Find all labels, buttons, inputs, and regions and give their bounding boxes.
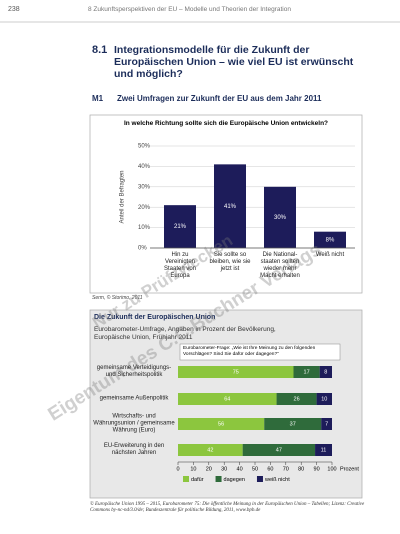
bar-segment (264, 418, 322, 430)
running-head: 8 Zukunftsperspektiven der EU – Modelle … (88, 6, 291, 13)
y-tick-label: 20% (138, 205, 151, 211)
value-label: 17 (304, 369, 310, 375)
x-tick-label: 50 (252, 466, 258, 472)
x-tick-label: 10 (190, 466, 196, 472)
x-tick-label: 40 (237, 466, 243, 472)
x-tick-label: 60 (267, 466, 273, 472)
y-tick-label: 50% (138, 144, 151, 150)
chart-source: Serm, © Storimo, 2011 (92, 295, 143, 301)
bar-segment (178, 418, 265, 430)
x-tick-label: Weiß nicht (315, 252, 345, 258)
x-tick-label: Sie sollte so bleiben, wie sie jetzt ist (209, 252, 251, 272)
x-tick-label: 0 (176, 466, 179, 472)
bar-segment (315, 444, 332, 456)
value-label: 47 (276, 447, 282, 453)
value-label: 37 (290, 421, 296, 427)
value-label: 11 (321, 447, 327, 453)
bar-segment (316, 393, 332, 405)
value-label: 21% (174, 224, 187, 230)
value-label: 64 (224, 396, 230, 402)
value-label: 30% (274, 215, 287, 221)
value-label: 10 (321, 396, 327, 402)
x-tick-label: Die National-staaten sollten wieder mehr… (260, 252, 300, 279)
y-tick-label: EU-Erweiterung in den nächsten Jahren (103, 443, 165, 456)
x-tick-label: 100 (327, 466, 336, 472)
bar-segment (178, 366, 294, 378)
value-label: 75 (233, 369, 239, 375)
legend-label: dafür (191, 477, 204, 483)
value-label: 8% (326, 237, 335, 243)
y-tick-label: gemeinsame Außenpolitik (99, 395, 169, 402)
page-number: 238 (8, 6, 20, 13)
legend-swatch (256, 476, 263, 482)
bar-segment (242, 444, 316, 456)
section-number: 8.1 (92, 44, 108, 56)
value-label: 7 (325, 421, 328, 427)
legend-label: dagegen (224, 477, 245, 483)
chart-title: Die Zukunft der Europäischen Union (94, 314, 216, 321)
y-tick-label: 30% (138, 184, 151, 190)
y-tick-label: gemeinsame Verteidigungs- und Sicherheit… (96, 365, 172, 378)
bar-segment (321, 418, 332, 430)
figure-title: Zwei Umfragen zur Zukunft der EU aus dem… (117, 94, 322, 103)
y-tick-label: 10% (138, 225, 151, 231)
section-title: Integrationsmodelle für die Zukunft der … (114, 44, 354, 80)
chart-title: In welche Richtung sollte sich die Europ… (123, 120, 329, 127)
value-label: 56 (218, 421, 224, 427)
chart-subtitle: Eurobarometer-Umfrage, Angaben in Prozen… (94, 326, 276, 341)
legend-label: weiß nicht (264, 477, 290, 483)
y-tick-label: 40% (138, 164, 151, 170)
y-axis-label: Anteil der Befragten (120, 170, 126, 223)
bar-segment (293, 366, 320, 378)
figure-label: M1 (92, 94, 104, 103)
value-label: 42 (207, 447, 213, 453)
x-tick-label: 30 (221, 466, 227, 472)
legend-swatch (183, 476, 189, 482)
x-axis-label: Prozent (340, 466, 359, 472)
y-tick-label: Wirtschafts- und Währungsunion / gemeins… (93, 413, 175, 434)
value-label: 8 (324, 369, 327, 375)
legend-swatch (215, 476, 222, 482)
value-label: 26 (294, 396, 300, 402)
bar (164, 205, 196, 248)
footnote: © Europäische Union 1995 – 2015, Eurobar… (90, 502, 365, 513)
bar-segment (178, 393, 277, 405)
x-tick-label: 90 (314, 466, 320, 472)
bar-segment (319, 366, 332, 378)
x-tick-label: 20 (206, 466, 212, 472)
annotation: Eurobarometer-Frage: „Wie ist Ihre Meinu… (183, 346, 316, 357)
bar-segment (276, 393, 317, 405)
x-tick-label: Hin zu Vereinigten Staaten von Europa (163, 252, 197, 279)
bar (264, 186, 296, 248)
bar-segment (178, 444, 243, 456)
bar (314, 231, 346, 248)
value-label: 41% (224, 204, 237, 210)
bar (214, 164, 246, 248)
x-tick-label: 80 (298, 466, 304, 472)
y-tick-label: 0% (138, 246, 147, 252)
x-tick-label: 70 (283, 466, 289, 472)
